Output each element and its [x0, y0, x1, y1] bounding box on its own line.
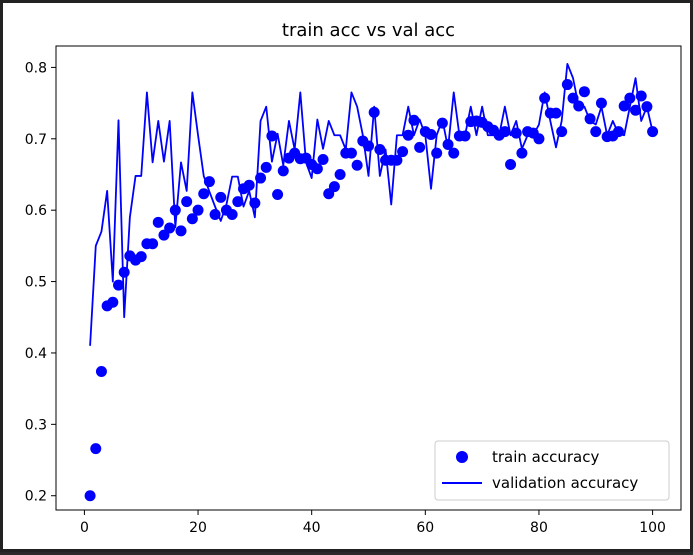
train-accuracy-point: [249, 197, 261, 209]
y-tick-label: 0.7: [25, 132, 47, 148]
train-accuracy-point: [368, 106, 380, 118]
train-accuracy-point: [533, 133, 545, 145]
train-accuracy-point: [448, 147, 460, 159]
train-accuracy-point: [539, 92, 551, 104]
train-accuracy-point: [561, 79, 573, 91]
axes-frame: [55, 45, 682, 511]
train-accuracy-point: [567, 92, 579, 104]
train-accuracy-point: [135, 251, 147, 263]
train-accuracy-point: [186, 213, 198, 225]
train-accuracy-point: [198, 188, 210, 200]
legend-box: [434, 440, 670, 501]
train-accuracy-point: [113, 279, 124, 291]
train-accuracy-point: [459, 130, 471, 142]
train-accuracy-point: [414, 141, 426, 153]
train-accuracy-point: [311, 163, 323, 175]
train-accuracy-point: [397, 146, 409, 158]
legend-label-validation: validation accuracy: [492, 474, 638, 492]
train-accuracy-point: [408, 114, 420, 126]
train-accuracy-point: [510, 127, 522, 139]
legend: train accuracy validation accuracy: [434, 440, 670, 501]
train-accuracy-point: [169, 204, 181, 216]
train-accuracy-point: [436, 117, 448, 129]
x-tick-label: 20: [189, 520, 207, 536]
train-accuracy-point: [84, 490, 96, 502]
train-accuracy-point: [328, 181, 340, 193]
train-accuracy-point: [505, 159, 517, 170]
x-tick-label: 40: [303, 520, 321, 536]
train-accuracy-point: [107, 296, 119, 308]
train-accuracy-point: [363, 140, 374, 152]
train-accuracy-point: [578, 86, 590, 98]
train-accuracy-point: [95, 366, 107, 378]
train-accuracy-point: [635, 90, 647, 102]
x-tick-label: 0: [80, 520, 89, 536]
y-tick-label: 0.3: [25, 417, 47, 433]
train-accuracy-point: [243, 179, 255, 191]
train-accuracy-point: [90, 443, 102, 455]
y-tick-label: 0.4: [25, 346, 47, 362]
train-accuracy-point: [232, 196, 244, 208]
train-accuracy-point: [277, 165, 289, 177]
train-accuracy-point: [590, 126, 602, 138]
train-accuracy-point: [584, 113, 596, 125]
train-accuracy-point: [573, 100, 585, 112]
train-accuracy-point: [516, 147, 528, 159]
y-tick-label: 0.8: [25, 60, 47, 76]
legend-marker-train: [456, 451, 468, 463]
train-accuracy-point: [272, 188, 284, 200]
train-accuracy-point: [499, 126, 511, 138]
train-accuracy-point: [442, 139, 454, 151]
train-accuracy-point: [334, 168, 346, 180]
y-tick-label: 0.2: [25, 489, 47, 505]
train-accuracy-point: [647, 126, 659, 138]
train-accuracy-point: [425, 129, 437, 141]
train-accuracy-point: [203, 176, 215, 188]
y-tick-label: 0.5: [25, 275, 47, 291]
train-accuracy-point: [266, 130, 278, 142]
plot-area: [84, 62, 659, 502]
train-accuracy-point: [595, 97, 607, 109]
train-accuracy-point: [147, 238, 159, 250]
train-accuracy-point: [226, 208, 238, 220]
x-tick-label: 80: [530, 520, 548, 536]
train-accuracy-point: [345, 147, 357, 159]
train-accuracy-point: [391, 154, 403, 166]
train-accuracy-point: [164, 222, 176, 234]
train-accuracy-point: [181, 196, 193, 208]
y-tick-label: 0.6: [25, 203, 47, 219]
train-accuracy-point: [618, 100, 630, 112]
legend-label-train: train accuracy: [492, 448, 599, 466]
train-accuracy-point: [624, 92, 636, 104]
train-accuracy-point: [260, 161, 272, 173]
train-accuracy-point: [374, 144, 386, 156]
x-axis: 0 20 40 60 80 100: [80, 510, 666, 536]
train-accuracy-point: [209, 208, 221, 220]
train-accuracy-point: [351, 159, 363, 171]
chart-title: train acc vs val acc: [282, 20, 455, 41]
x-tick-label: 100: [639, 520, 666, 536]
train-accuracy-point: [175, 225, 187, 237]
train-accuracy-point: [431, 147, 443, 159]
train-accuracy-point: [550, 107, 562, 119]
train-accuracy-point: [613, 126, 624, 138]
train-accuracy-point: [317, 154, 329, 165]
train-accuracy-point: [215, 191, 227, 203]
train-accuracy-point: [255, 172, 267, 184]
y-axis: 0.2 0.3 0.4 0.5 0.6 0.7 0.8: [25, 60, 56, 505]
train-accuracy-point: [118, 266, 130, 278]
train-accuracy-point: [402, 129, 414, 141]
train-accuracy-point: [192, 204, 204, 216]
x-tick-label: 60: [416, 520, 434, 536]
train-accuracy-point: [152, 216, 164, 228]
accuracy-chart: train acc vs val acc 0 20 40 60 80 100 0.2 0.3…: [25, 20, 682, 536]
train-accuracy-point: [556, 126, 568, 138]
train-accuracy-point: [641, 101, 653, 113]
train-accuracy-point: [630, 104, 642, 116]
